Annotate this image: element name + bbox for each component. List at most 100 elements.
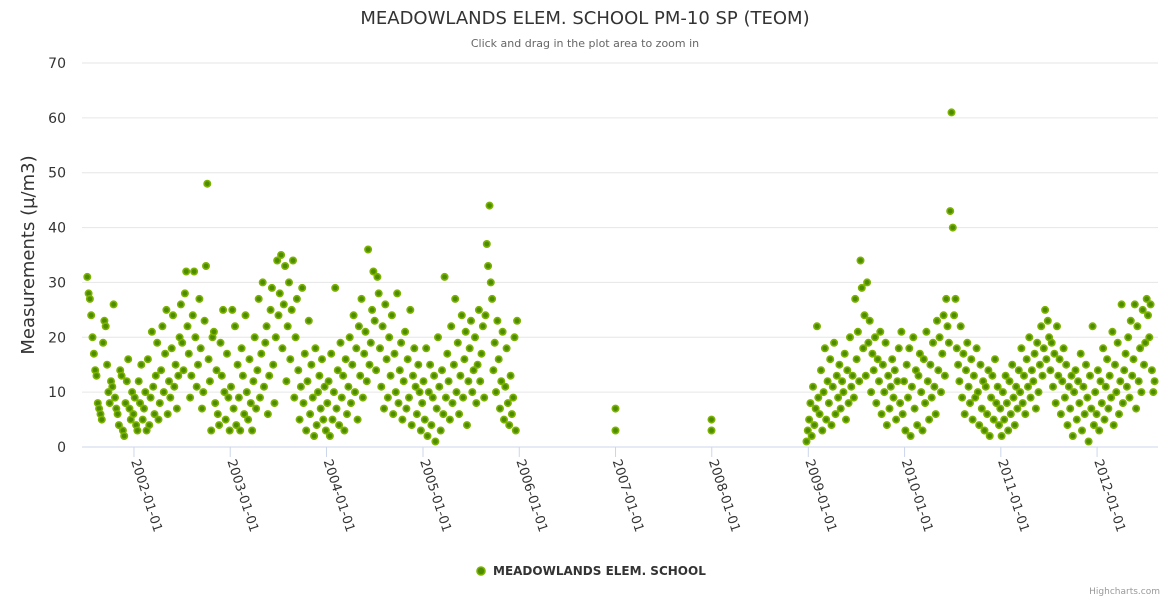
data-point[interactable] [176,300,185,309]
data-point[interactable] [134,377,143,386]
data-point[interactable] [217,371,226,380]
data-point[interactable] [299,399,308,408]
data-point[interactable] [386,371,395,380]
data-point[interactable] [909,333,918,342]
data-point[interactable] [820,344,829,353]
data-point[interactable] [972,344,981,353]
data-point[interactable] [973,388,982,397]
data-point[interactable] [101,322,110,331]
data-point[interactable] [932,316,941,325]
data-point[interactable] [459,393,468,402]
data-point[interactable] [852,355,861,364]
data-point[interactable] [856,256,865,265]
data-point[interactable] [378,322,387,331]
data-point[interactable] [146,393,155,402]
data-point[interactable] [325,431,334,440]
data-point[interactable] [321,426,330,435]
data-point[interactable] [204,355,213,364]
data-point[interactable] [410,344,419,353]
data-point[interactable] [412,410,421,419]
data-point[interactable] [368,305,377,314]
data-point[interactable] [1071,366,1080,375]
data-point[interactable] [362,377,371,386]
data-point[interactable] [170,382,179,391]
data-point[interactable] [399,377,408,386]
data-point[interactable] [439,410,448,419]
data-point[interactable] [1017,344,1026,353]
data-point[interactable] [87,311,96,320]
data-point[interactable] [474,305,483,314]
data-point[interactable] [324,377,333,386]
data-point[interactable] [1029,377,1038,386]
data-point[interactable] [310,431,319,440]
data-point[interactable] [1095,426,1104,435]
data-point[interactable] [814,393,823,402]
data-point[interactable] [938,349,947,358]
data-point[interactable] [431,437,440,446]
data-point[interactable] [1051,399,1060,408]
data-point[interactable] [212,366,221,375]
data-point[interactable] [385,333,394,342]
data-point[interactable] [244,415,253,424]
data-point[interactable] [391,388,400,397]
data-point[interactable] [300,349,309,358]
data-point[interactable] [179,366,188,375]
data-point[interactable] [215,421,224,430]
data-point[interactable] [513,316,522,325]
data-point[interactable] [379,404,388,413]
data-point[interactable] [420,415,429,424]
data-point[interactable] [988,371,997,380]
data-point[interactable] [377,382,386,391]
data-point[interactable] [963,338,972,347]
data-point[interactable] [349,311,358,320]
data-point[interactable] [1025,333,1034,342]
data-point[interactable] [364,245,373,254]
data-point[interactable] [473,360,482,369]
data-point[interactable] [340,426,349,435]
data-point[interactable] [286,355,295,364]
data-point[interactable] [1047,338,1056,347]
data-point[interactable] [1063,421,1072,430]
data-point[interactable] [1137,388,1146,397]
data-point[interactable] [958,393,967,402]
data-point[interactable] [237,344,246,353]
data-point[interactable] [509,393,518,402]
data-point[interactable] [1145,333,1154,342]
data-point[interactable] [838,377,847,386]
data-point[interactable] [278,344,287,353]
data-point[interactable] [342,410,351,419]
data-point[interactable] [266,305,275,314]
data-point[interactable] [236,426,245,435]
data-point[interactable] [835,360,844,369]
data-point[interactable] [281,261,290,270]
data-point[interactable] [886,382,895,391]
data-point[interactable] [283,322,292,331]
data-point[interactable] [950,311,959,320]
data-point[interactable] [449,360,458,369]
data-point[interactable] [279,300,288,309]
data-point[interactable] [202,261,211,270]
data-point[interactable] [998,388,1007,397]
data-point[interactable] [192,382,201,391]
data-point[interactable] [803,426,812,435]
data-point[interactable] [943,322,952,331]
data-point[interactable] [611,426,620,435]
data-point[interactable] [493,316,502,325]
data-point[interactable] [418,399,427,408]
data-point[interactable] [1038,371,1047,380]
data-point[interactable] [1130,300,1139,309]
data-point[interactable] [872,399,881,408]
data-point[interactable] [865,316,874,325]
data-point[interactable] [430,371,439,380]
data-point[interactable] [158,322,167,331]
data-point[interactable] [292,294,301,303]
data-point[interactable] [481,311,490,320]
data-point[interactable] [486,278,495,287]
data-point[interactable] [1006,410,1015,419]
data-point[interactable] [416,426,425,435]
data-point[interactable] [428,393,437,402]
data-point[interactable] [155,399,164,408]
data-point[interactable] [1056,410,1065,419]
data-point[interactable] [839,388,848,397]
